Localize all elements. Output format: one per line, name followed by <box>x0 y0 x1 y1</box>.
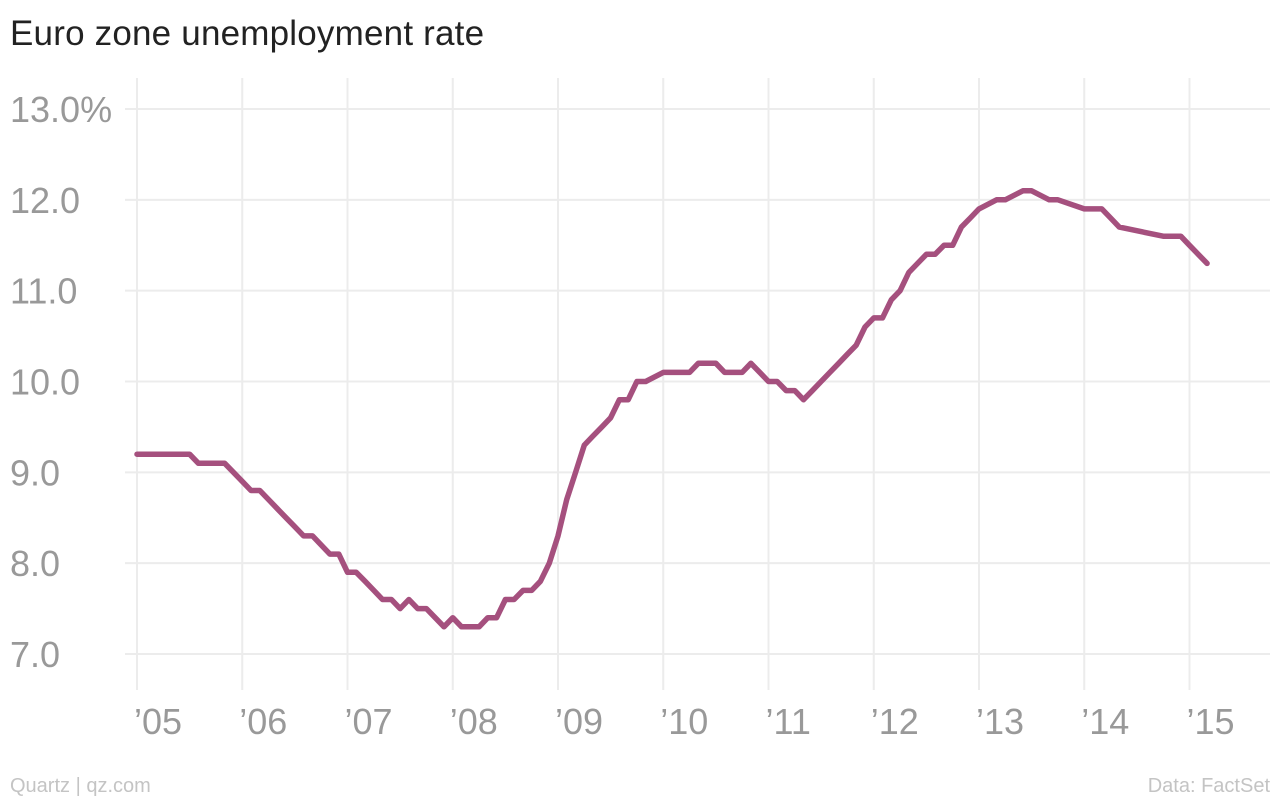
series-line <box>134 188 1210 630</box>
grid-lines <box>125 78 1270 690</box>
x-tick-label: ’14 <box>1081 701 1129 742</box>
x-axis: ’05 ’06 ’07 ’08 ’09 ’10 ’11 ’12 ’13 ’14 ’15 <box>134 701 1235 742</box>
x-tick-label: ’05 <box>134 701 182 742</box>
y-tick-label: 13.0% <box>10 89 112 130</box>
y-tick-label: 12.0 <box>10 180 80 221</box>
series-layer <box>134 188 1210 630</box>
x-tick-label: ’12 <box>871 701 919 742</box>
x-tick-label: ’09 <box>555 701 603 742</box>
y-tick-label: 9.0 <box>10 452 60 493</box>
y-tick-label: 10.0 <box>10 362 80 403</box>
y-axis: 7.0 8.0 9.0 10.0 11.0 12.0 13.0% <box>10 89 112 675</box>
chart-title: Euro zone unemployment rate <box>10 14 485 53</box>
y-tick-label: 11.0 <box>10 271 77 312</box>
x-tick-label: ’08 <box>450 701 498 742</box>
x-tick-label: ’15 <box>1187 701 1235 742</box>
y-tick-label: 8.0 <box>10 543 60 584</box>
source-credit: Quartz | qz.com <box>10 775 151 797</box>
data-source: Data: FactSet <box>1147 775 1270 797</box>
x-tick-label: ’13 <box>976 701 1024 742</box>
x-tick-label: ’10 <box>660 701 708 742</box>
x-tick-label: ’06 <box>239 701 287 742</box>
x-tick-label: ’11 <box>766 701 811 742</box>
y-tick-label: 7.0 <box>10 634 60 675</box>
x-tick-label: ’07 <box>345 701 393 742</box>
